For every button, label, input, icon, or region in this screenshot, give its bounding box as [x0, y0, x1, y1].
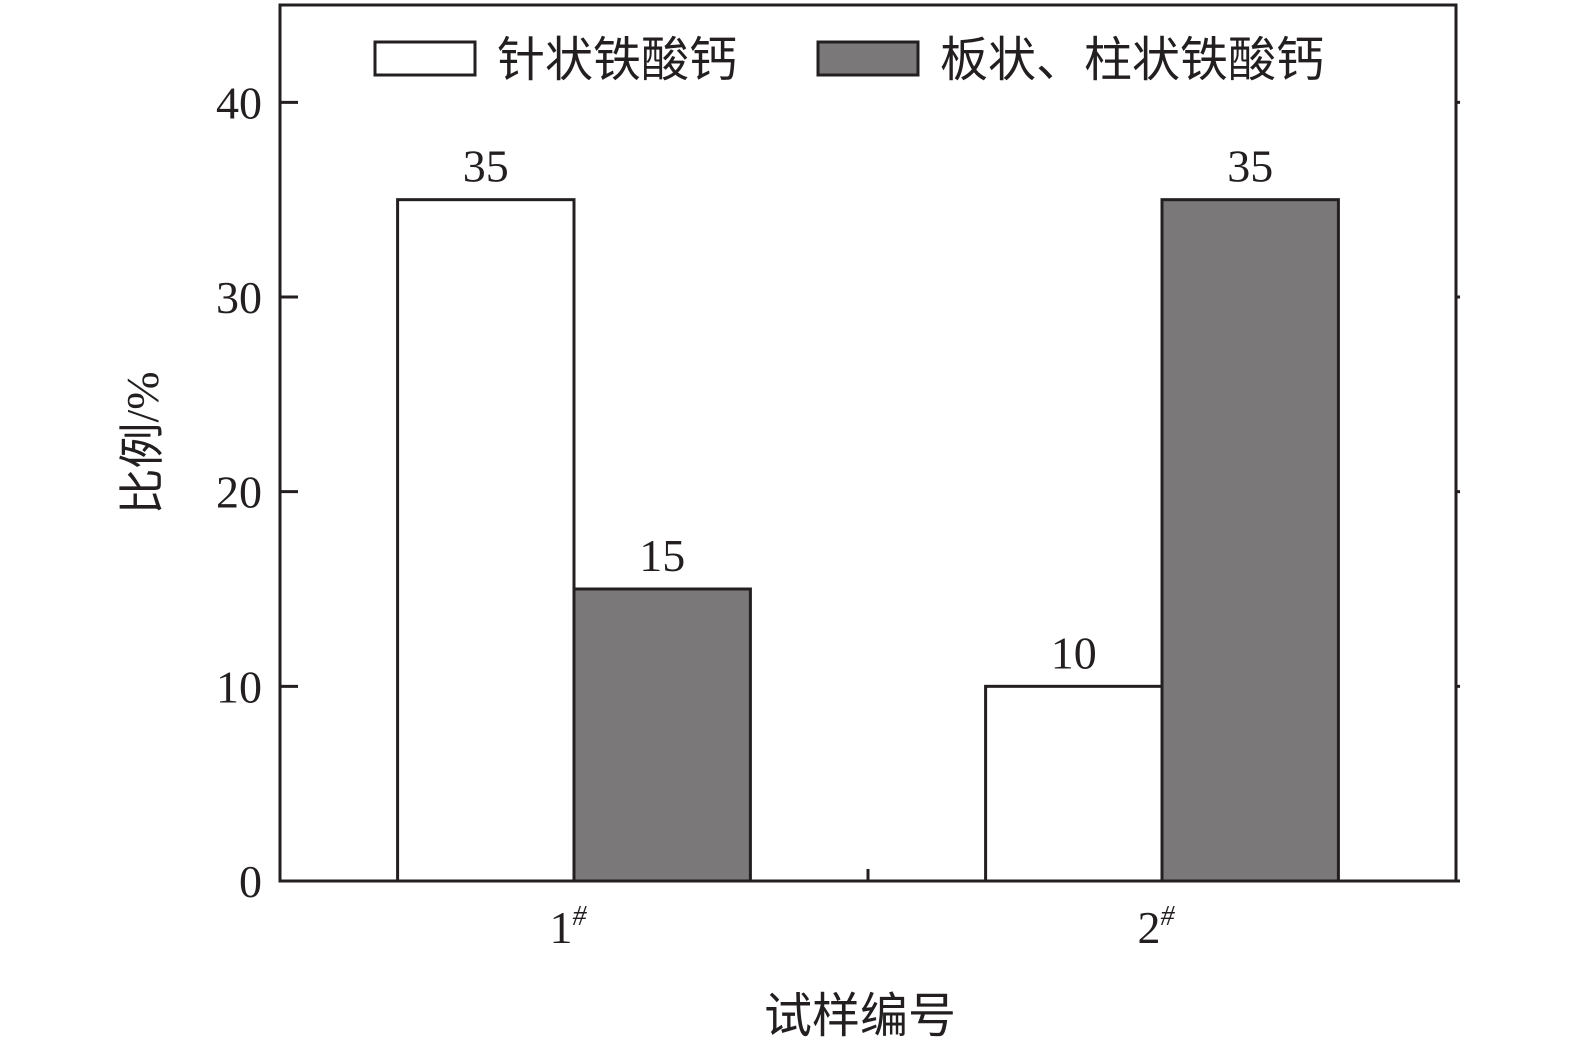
bar-series-2-cat-1	[572, 587, 752, 883]
data-label: 35	[463, 141, 509, 192]
y-tick-label: 20	[216, 467, 262, 518]
data-label: 10	[1051, 627, 1097, 678]
legend-swatch-series-2	[816, 40, 920, 77]
y-tick-label: 30	[216, 272, 262, 323]
bar-series-1-cat-2	[984, 684, 1164, 883]
bar-series-1-cat-1	[396, 198, 576, 883]
y-tick-label: 0	[239, 856, 262, 907]
data-label: 35	[1227, 141, 1273, 192]
y-tick-label: 10	[216, 661, 262, 712]
bar-series-2-cat-2	[1160, 198, 1340, 883]
y-axis-label: 比例/%	[117, 371, 168, 514]
x-tick-label: 2#	[1138, 901, 1176, 953]
x-tick-label: 1#	[550, 901, 588, 953]
legend-label-series-1: 针状铁酸钙	[497, 34, 737, 87]
legend-swatch-series-1	[373, 40, 477, 77]
y-tick-label: 40	[216, 77, 262, 128]
x-axis-label: 试样编号	[764, 990, 956, 1043]
legend-label-series-2: 板状、柱状铁酸钙	[940, 34, 1324, 87]
data-label: 15	[639, 530, 685, 581]
legend: 针状铁酸钙 板状、柱状铁酸钙	[373, 34, 1324, 87]
